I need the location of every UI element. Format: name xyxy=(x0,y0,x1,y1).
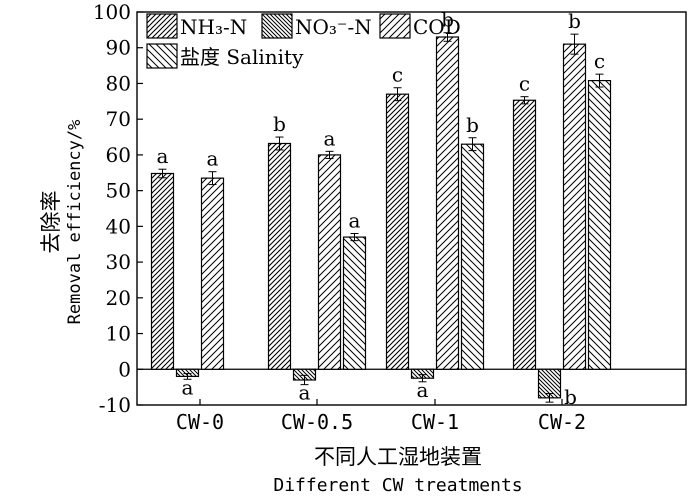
significance-label: a xyxy=(417,378,429,402)
x-axis-label-en: Different CW treatments xyxy=(273,475,522,496)
y-tick-label: 100 xyxy=(93,0,131,24)
significance-label: a xyxy=(207,147,219,171)
bar xyxy=(512,99,537,370)
y-tick-label: 80 xyxy=(106,71,131,95)
legend-label: COD xyxy=(413,15,461,39)
y-axis-label-cn: 去除率 xyxy=(39,191,63,254)
significance-label: b xyxy=(273,112,286,136)
bar xyxy=(562,43,587,370)
y-tick-label: 40 xyxy=(106,214,131,238)
legend-label: NH₃-N xyxy=(180,15,247,39)
y-tick-label: 60 xyxy=(106,143,131,167)
y-tick-label: 90 xyxy=(106,36,131,60)
significance-label: c xyxy=(519,72,530,96)
legend-label: NO₃⁻-N xyxy=(295,15,372,39)
significance-label: b xyxy=(466,113,479,137)
legend-label: 盐度 Salinity xyxy=(180,45,304,69)
bar xyxy=(342,236,367,370)
significance-label: a xyxy=(349,209,361,233)
x-tick-label: CW-0 xyxy=(176,410,224,434)
y-tick-label: 20 xyxy=(106,286,131,310)
bar xyxy=(317,154,342,370)
significance-label: b xyxy=(568,9,581,33)
y-tick-label: 0 xyxy=(118,357,131,381)
plot-border xyxy=(136,11,687,406)
significance-label: b xyxy=(441,8,454,32)
legend: NH₃-N NO₃⁻-N COD 盐度 Salinity xyxy=(146,13,461,69)
bar xyxy=(267,142,292,370)
y-tick-label: 30 xyxy=(106,250,131,274)
bar xyxy=(385,93,410,370)
x-tick-label: CW-0.5 xyxy=(281,410,353,434)
significance-label: c xyxy=(594,49,605,73)
y-tick-label: -10 xyxy=(99,393,131,417)
x-axis: CW-0 CW-0.5 CW-1 CW-2 xyxy=(176,399,586,434)
significance-label: a xyxy=(182,375,194,399)
bar xyxy=(460,143,485,370)
legend-swatch xyxy=(146,43,178,69)
significance-label: c xyxy=(392,63,403,87)
x-axis-label-cn: 不同人工湿地装置 xyxy=(314,445,482,469)
legend-swatch xyxy=(146,13,178,39)
bar xyxy=(200,177,225,370)
y-axis: -10 0 10 20 30 40 50 60 70 80 90 100 xyxy=(93,0,143,417)
bar xyxy=(587,79,612,370)
legend-swatch xyxy=(261,13,293,39)
significance-label: a xyxy=(157,144,169,168)
legend-swatch xyxy=(379,13,411,39)
y-axis-label-en: Removal efficiency/% xyxy=(65,120,85,325)
x-tick-label: CW-1 xyxy=(411,410,459,434)
y-tick-label: 50 xyxy=(106,179,131,203)
significance-label: b xyxy=(564,385,577,409)
y-tick-label: 10 xyxy=(106,322,131,346)
x-tick-label: CW-2 xyxy=(538,410,586,434)
y-tick-label: 70 xyxy=(106,107,131,131)
bar xyxy=(435,36,460,370)
bar xyxy=(150,172,175,370)
significance-label: a xyxy=(299,381,311,405)
significance-label: a xyxy=(324,126,336,150)
